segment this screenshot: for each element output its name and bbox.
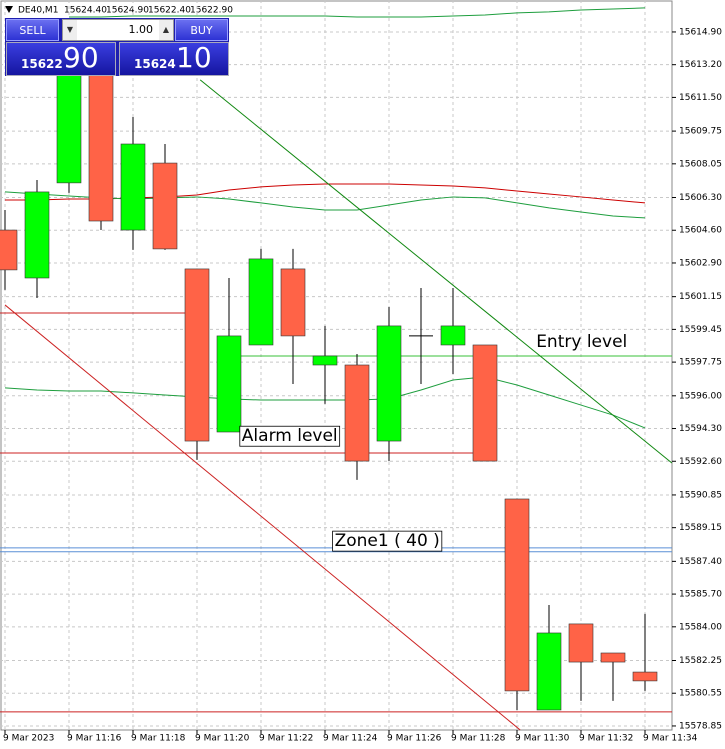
moving-average — [69, 7, 646, 18]
y-tick-label: 15589.15 — [679, 523, 722, 533]
annotation-box — [332, 530, 443, 552]
annotation-box — [239, 425, 341, 447]
bid-main: 15622 — [21, 57, 63, 71]
ask-big: 10 — [176, 41, 212, 74]
candle-body — [600, 652, 626, 663]
candle-body — [56, 74, 82, 184]
candle-body — [472, 344, 498, 462]
y-tick-label: 15587.40 — [679, 557, 722, 567]
collapse-icon — [5, 6, 13, 13]
header-open: 15624.40 — [64, 6, 107, 16]
trend-line — [199, 79, 673, 464]
sell-button[interactable]: SELL — [6, 19, 59, 41]
candle-body — [344, 364, 370, 462]
candle-body — [152, 162, 178, 250]
bid-big: 90 — [63, 41, 99, 74]
candle-body — [120, 143, 146, 231]
trade-panel: SELL ▼ 1.00 ▲ BUY 15622 90 15624 10 — [5, 18, 229, 76]
x-tick-label: 9 Mar 11:22 — [259, 734, 313, 744]
spin-down[interactable]: ▼ — [63, 20, 77, 40]
header-high: 15624.90 — [106, 6, 149, 16]
header-low: 15622.40 — [148, 6, 191, 16]
x-tick-label: 9 Mar 2023 — [3, 734, 54, 744]
y-tick-label: 15580.55 — [679, 689, 722, 699]
y-tick-label: 15614.90 — [679, 27, 722, 37]
plot-area — [0, 0, 673, 731]
x-tick-label: 9 Mar 11:24 — [323, 734, 378, 744]
y-tick-label: 15590.85 — [679, 490, 722, 500]
header-close: 15622.90 — [190, 6, 233, 16]
trend-line — [4, 304, 521, 731]
buy-button[interactable]: BUY — [175, 19, 228, 41]
candle-body — [248, 258, 274, 346]
y-tick-label: 15578.85 — [679, 721, 722, 731]
y-tick-label: 15592.60 — [679, 457, 722, 467]
y-tick-label: 15584.00 — [679, 622, 722, 632]
annotation: Alarm level — [242, 426, 338, 446]
x-tick-label: 9 Mar 11:30 — [515, 734, 570, 744]
y-tick-label: 15608.05 — [679, 159, 722, 169]
annotation: Entry level — [536, 332, 627, 352]
candle-body — [0, 229, 18, 271]
x-tick-label: 9 Mar 11:34 — [643, 734, 698, 744]
y-tick-label: 15585.70 — [679, 590, 722, 600]
candle-body — [632, 671, 658, 682]
ask-main: 15624 — [134, 57, 176, 71]
candle-body — [536, 632, 562, 711]
y-tick-label: 15596.00 — [679, 391, 722, 401]
x-tick-label: 9 Mar 11:32 — [579, 734, 633, 744]
bid-box[interactable]: 15622 90 — [6, 41, 116, 76]
x-tick-label: 9 Mar 11:26 — [387, 734, 442, 744]
x-tick-label: 9 Mar 11:18 — [131, 734, 186, 744]
candle-body — [504, 498, 530, 692]
y-tick-label: 15597.75 — [679, 358, 722, 368]
volume: 1.00 — [128, 23, 154, 36]
y-tick-label: 15599.45 — [679, 325, 722, 335]
annotation: Zone1 ( 40 ) — [335, 531, 440, 551]
y-tick-label: 15604.60 — [679, 226, 722, 236]
candle-body — [376, 325, 402, 442]
candle-body — [568, 623, 594, 663]
spin-up[interactable]: ▲ — [159, 20, 173, 40]
candle-body — [88, 74, 114, 222]
x-tick-label: 9 Mar 11:16 — [67, 734, 122, 744]
candle-body — [24, 191, 50, 279]
candle-body — [216, 335, 242, 433]
candle-body — [184, 268, 210, 442]
y-tick-label: 15601.15 — [679, 292, 722, 302]
x-tick-label: 9 Mar 11:28 — [451, 734, 506, 744]
y-tick-label: 15606.30 — [679, 193, 722, 203]
y-tick-label: 15602.90 — [679, 258, 722, 268]
y-tick-label: 15594.30 — [679, 424, 722, 434]
candle-body — [280, 268, 306, 337]
y-tick-label: 15611.50 — [679, 93, 722, 103]
y-tick-label: 15613.20 — [679, 60, 722, 70]
volume-input[interactable]: ▼ 1.00 ▲ — [62, 19, 174, 41]
candle-body — [312, 355, 338, 366]
x-tick-label: 9 Mar 11:20 — [195, 734, 250, 744]
y-tick-label: 15582.25 — [679, 656, 722, 666]
symbol: DE40,M1 — [18, 6, 58, 16]
y-tick-label: 15609.75 — [679, 127, 722, 137]
ask-box[interactable]: 15624 10 — [119, 41, 229, 76]
plot-frame — [0, 0, 673, 731]
candle-body — [440, 325, 466, 346]
